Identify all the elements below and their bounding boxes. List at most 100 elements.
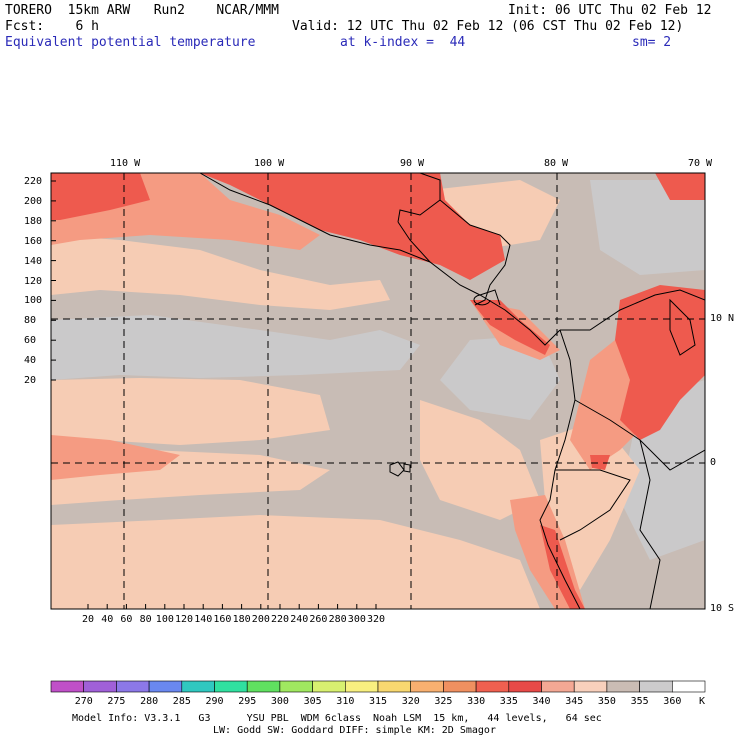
y-tick-label: 180 (24, 215, 43, 227)
mild-band (51, 378, 330, 445)
colorbar-unit: K (699, 696, 706, 707)
colorbar-swatch (148, 680, 183, 693)
colorbar-value-label: 345 (565, 696, 584, 707)
colorbar-value-label: 275 (107, 696, 126, 707)
colorbar-value-label: 305 (303, 696, 322, 707)
colorbar-value-label: 335 (499, 696, 518, 707)
colorbar-value-label: 330 (467, 696, 486, 707)
warm-region (51, 435, 180, 480)
header-valid-time: Valid: 12 UTC Thu 02 Feb 12 (06 CST Thu … (292, 19, 684, 34)
theta-e-field (51, 173, 705, 609)
x-tick-label: 20 (82, 614, 95, 625)
header-init-time: Init: 06 UTC Thu 02 Feb 12 (508, 3, 712, 18)
colorbar-swatch (606, 680, 640, 693)
colorbar-swatch (83, 680, 117, 693)
y-tick-label: 140 (24, 255, 43, 267)
mild-band (51, 515, 540, 609)
x-tick-label: 220 (271, 614, 290, 625)
colorbar-value-label: 285 (172, 696, 191, 707)
cool-region (51, 315, 420, 380)
lon-label-100w: 100 W (254, 158, 285, 169)
colorbar-value-label: 320 (401, 696, 420, 707)
colorbar-swatch (50, 680, 85, 693)
hot-region (200, 173, 505, 280)
y-tick-label: 160 (24, 235, 43, 247)
colorbar-value-label: 280 (140, 696, 159, 707)
x-tick-label: 260 (309, 614, 328, 625)
colorbar-swatch (344, 680, 379, 693)
colorbar-value-label: 360 (663, 696, 682, 707)
x-tick-label: 80 (139, 614, 152, 625)
colorbar-value-label: 290 (205, 696, 224, 707)
colorbar-swatch (541, 680, 575, 693)
y-tick-label: 200 (24, 195, 43, 207)
x-ticks (87, 604, 377, 609)
colorbar-swatch (443, 680, 477, 693)
lon-label-80w: 80 W (544, 158, 569, 169)
y-tick-label: 220 (24, 176, 43, 187)
level-label: at k-index = 44 (340, 35, 466, 50)
y-tick-label: 20 (24, 375, 37, 386)
colorbar-value-label: 350 (597, 696, 616, 707)
colorbar-swatch (475, 680, 510, 693)
x-tick-label: 100 (155, 614, 174, 625)
y-tick-label: 80 (24, 315, 37, 327)
colorbar-value-label: 300 (270, 696, 289, 707)
colorbar-swatch (181, 680, 215, 693)
colorbar-swatch (246, 680, 281, 693)
colorbar-value-label: 295 (238, 696, 257, 707)
map-frame (50, 172, 706, 610)
lat-label-10s: 10 S (710, 603, 735, 614)
colorbar-swatch (279, 680, 313, 693)
x-tick-label: 300 (347, 614, 366, 625)
header-forecast-hour: Fcst: 6 h (5, 19, 99, 34)
x-tick-label: 180 (232, 614, 251, 625)
x-tick-label: 200 (251, 614, 270, 625)
y-tick-label: 40 (24, 355, 37, 367)
colorbar-swatch (639, 680, 673, 693)
x-tick-label: 320 (367, 614, 386, 625)
colorbar-swatch (116, 680, 150, 693)
lat-label-10n: 10 N (710, 313, 735, 324)
lon-label-70w: 70 W (688, 158, 713, 169)
hot-region (470, 300, 550, 355)
y-tick-label: 60 (24, 335, 37, 347)
colorbar-swatch (410, 680, 444, 693)
colorbar-swatch (573, 680, 608, 693)
colorbar-swatch (214, 680, 248, 693)
smoothing-label: sm= 2 (632, 35, 672, 50)
colorbar-value-label: 325 (434, 696, 453, 707)
graticule (51, 173, 705, 609)
colorbar-value-label: 270 (74, 696, 93, 707)
hot-region (655, 173, 705, 200)
cool-region (590, 180, 705, 275)
header-line1-left: TORERO 15km ARW Run2 NCAR/MMM (5, 3, 279, 18)
colorbar-value-label: 340 (532, 696, 551, 707)
lat-label-0: 0 (710, 457, 717, 468)
y-ticks (51, 180, 56, 381)
colorbar-swatch (312, 680, 346, 693)
hot-region (51, 173, 150, 220)
physics-info: LW: Godd SW: Goddard DIFF: simple KM: 2D… (213, 725, 496, 736)
x-tick-label: 40 (101, 614, 114, 625)
y-tick-label: 120 (24, 275, 43, 287)
colorbar-value-label: 315 (369, 696, 388, 707)
x-tick-label: 120 (175, 614, 194, 625)
x-tick-label: 160 (213, 614, 232, 625)
x-tick-label: 280 (328, 614, 347, 625)
colorbar (50, 680, 706, 693)
colorbar-swatch (377, 680, 412, 693)
mild-band (51, 235, 390, 310)
x-tick-label: 140 (194, 614, 213, 625)
colorbar-swatch (508, 680, 542, 693)
colorbar-swatch (671, 680, 706, 693)
lon-label-90w: 90 W (400, 158, 425, 169)
x-tick-label: 60 (120, 614, 133, 625)
model-info: Model Info: V3.3.1 G3 YSU PBL WDM 6class… (72, 713, 602, 724)
lon-label-110w: 110 W (110, 158, 141, 169)
colorbar-value-label: 355 (630, 696, 649, 707)
field-name: Equivalent potential temperature (5, 35, 256, 50)
mild-band (420, 400, 540, 520)
colorbar-value-label: 310 (336, 696, 355, 707)
